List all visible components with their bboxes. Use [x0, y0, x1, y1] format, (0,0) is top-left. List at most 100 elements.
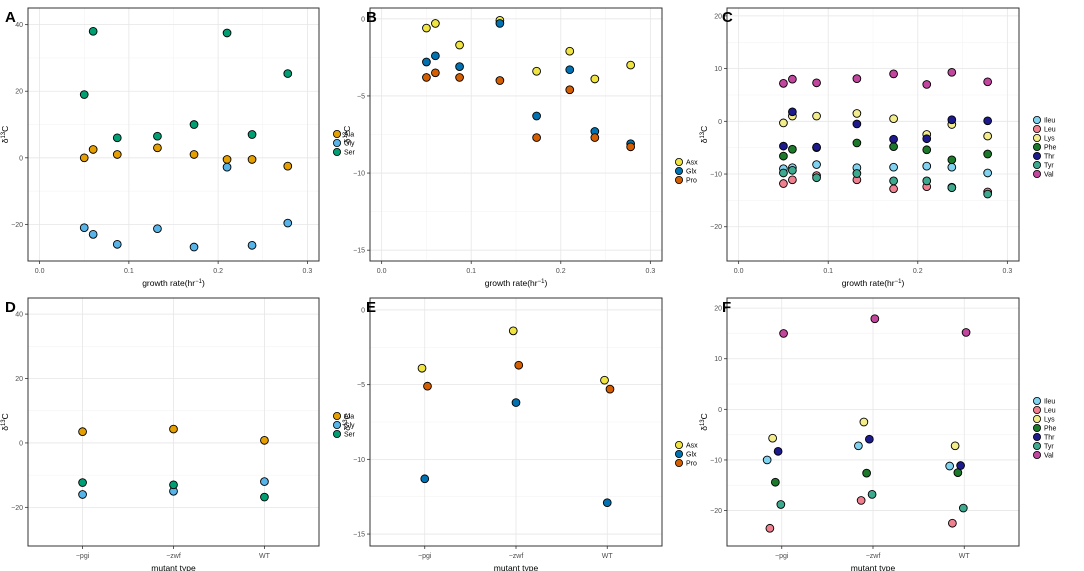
- data-point-val: [788, 74, 797, 84]
- data-point-asx: [590, 74, 600, 84]
- legend-label: Phe: [1044, 145, 1057, 152]
- x-tick-label: 0.1: [466, 268, 476, 275]
- legend-key-leu: [1033, 405, 1042, 414]
- y-axis-title-delta: δ: [699, 426, 709, 431]
- data-point-tyr: [867, 490, 877, 499]
- data-point-leu: [948, 518, 957, 528]
- data-point-gly: [153, 224, 162, 234]
- data-point-thr: [983, 116, 993, 126]
- data-point-val: [779, 329, 788, 338]
- y-axis-title-tail: C: [699, 126, 709, 132]
- data-point-pro: [590, 133, 600, 142]
- panel-label: A: [5, 9, 16, 26]
- data-point-val: [870, 314, 880, 324]
- data-point-ala: [169, 424, 178, 434]
- y-tick-label: 10: [714, 356, 722, 363]
- data-point-asx: [431, 19, 440, 28]
- legend-label: Leu: [1044, 408, 1056, 415]
- y-axis-title: δ13C: [699, 413, 709, 431]
- data-point-asx: [600, 375, 609, 385]
- data-point-val: [922, 80, 932, 89]
- data-point-thr: [788, 107, 797, 117]
- x-tick-label: 0.2: [556, 268, 566, 275]
- data-point-tyr: [776, 500, 786, 509]
- y-tick-label: 20: [15, 376, 23, 383]
- data-point-thr: [947, 115, 957, 125]
- y-axis-title: δ13C: [699, 126, 709, 144]
- legend-key-pro: [675, 458, 684, 467]
- y-tick-label: −10: [353, 457, 365, 464]
- y-tick-label: 20: [714, 306, 722, 313]
- y-tick-label: 0: [718, 407, 722, 414]
- data-point-ileu: [812, 160, 821, 169]
- data-point-gly: [79, 223, 89, 233]
- y-tick-label: 40: [15, 312, 23, 319]
- panel-e: −pgi −zwf WT −15 −10 −5 0 mutant type δ13C E Asx Gl…: [342, 297, 698, 571]
- data-point-pro: [565, 85, 575, 95]
- legend-label: Asx: [686, 443, 698, 450]
- data-point-phe: [922, 145, 932, 155]
- legend-label: Lys: [1044, 136, 1055, 143]
- data-point-asx: [422, 23, 431, 33]
- data-point-pro: [431, 68, 440, 78]
- x-axis-title-text: growth rate(hr: [842, 278, 895, 288]
- data-point-glx: [532, 111, 541, 121]
- data-point-gly: [222, 162, 232, 172]
- legend-label: Gly: [344, 423, 355, 430]
- data-point-phe: [889, 142, 898, 151]
- data-point-ileu: [762, 455, 772, 465]
- data-point-val: [812, 78, 821, 88]
- data-point-glx: [431, 51, 440, 61]
- x-tick-label: 0.2: [213, 268, 223, 275]
- x-axis-title: growth rate(hr−1): [485, 278, 548, 288]
- data-point-ser: [112, 133, 122, 143]
- data-point-ala: [79, 153, 89, 163]
- legend-label: Ileu: [1044, 118, 1055, 125]
- legend-key-val: [1033, 450, 1042, 459]
- data-point-ser: [153, 131, 162, 141]
- x-axis-title-close: ): [544, 278, 547, 288]
- y-tick-label: −10: [710, 172, 722, 179]
- legend-key-val: [1033, 169, 1042, 178]
- panel-label: D: [5, 299, 16, 316]
- y-axis-title-delta: δ: [699, 138, 709, 143]
- legend-label: Pro: [686, 178, 697, 185]
- data-point-tyr: [947, 183, 957, 193]
- y-axis-title-sup: 13: [1, 419, 7, 426]
- panel-label: E: [366, 299, 376, 316]
- x-axis-title: growth rate(hr−1): [842, 278, 905, 288]
- y-tick-label: 0: [361, 307, 365, 314]
- legend-key-lys: [1033, 414, 1042, 423]
- y-axis-title-tail: C: [342, 126, 352, 132]
- data-point-pro: [422, 73, 431, 82]
- y-axis-title-sup: 13: [700, 131, 706, 138]
- data-point-ala: [283, 161, 293, 171]
- data-point-val: [947, 67, 957, 77]
- data-point-glx: [495, 19, 505, 28]
- data-point-pro: [495, 76, 505, 85]
- x-tick-label: WT: [259, 553, 271, 560]
- legend-label: Ala: [344, 132, 354, 139]
- data-point-pro: [455, 73, 464, 82]
- data-point-thr: [864, 434, 874, 444]
- panel-label: B: [366, 9, 377, 26]
- y-tick-label: −15: [353, 532, 365, 539]
- y-axis-title-sup: 13: [343, 419, 349, 426]
- data-point-ala: [222, 155, 232, 164]
- legend-key-tyr: [1033, 160, 1042, 169]
- y-axis-title-tail: C: [699, 413, 709, 419]
- data-point-tyr: [922, 176, 932, 186]
- x-tick-label: −zwf: [866, 553, 881, 560]
- data-point-gly: [88, 230, 98, 239]
- legend-key-glx: [675, 166, 684, 175]
- legend-label: Val: [1044, 172, 1054, 179]
- y-axis-title-delta: δ: [0, 138, 10, 143]
- data-point-glx: [420, 474, 430, 484]
- data-point-lys: [768, 433, 777, 443]
- data-point-glx: [565, 65, 575, 75]
- legend-key-leu: [1033, 125, 1042, 134]
- data-point-gly: [247, 241, 257, 250]
- y-axis-title-delta: δ: [342, 426, 352, 431]
- data-point-val: [961, 328, 971, 337]
- x-axis-title-sup: −1: [538, 279, 546, 285]
